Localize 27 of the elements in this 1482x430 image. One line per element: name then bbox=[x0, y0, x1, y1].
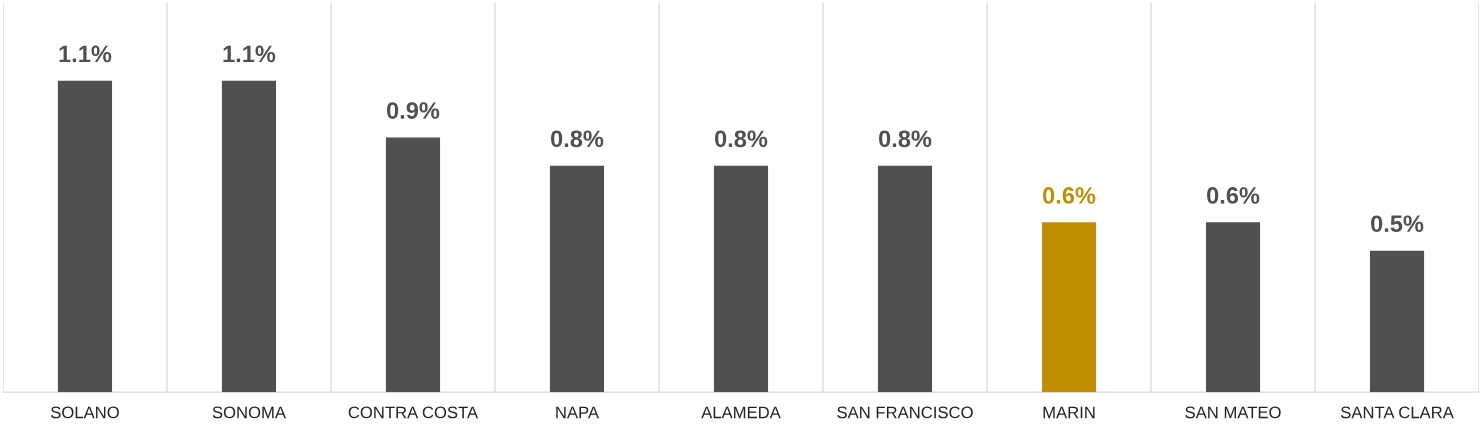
bar bbox=[221, 80, 277, 393]
data-label: 0.6% bbox=[1207, 187, 1260, 204]
x-tick-label: SAN FRANCISCO bbox=[837, 406, 973, 419]
bar bbox=[549, 165, 605, 393]
data-label: 0.6% bbox=[1043, 187, 1096, 204]
bar bbox=[1369, 250, 1425, 393]
x-tick-label: ALAMEDA bbox=[701, 406, 781, 419]
x-tick-label: CONTRA COSTA bbox=[348, 406, 479, 419]
bar bbox=[1205, 222, 1261, 393]
bar bbox=[385, 137, 441, 393]
data-label: 0.8% bbox=[879, 130, 932, 148]
bar bbox=[877, 165, 933, 393]
x-tick-label: SANTA CLARA bbox=[1340, 406, 1454, 419]
x-tick-label: MARIN bbox=[1043, 406, 1095, 419]
bar bbox=[57, 80, 113, 393]
x-tick-label: SONOMA bbox=[212, 406, 286, 419]
data-label: 0.8% bbox=[715, 130, 768, 148]
data-label: 1.1% bbox=[59, 45, 112, 63]
data-label: 0.9% bbox=[387, 102, 440, 119]
bar bbox=[1041, 222, 1097, 393]
x-tick-label: SAN MATEO bbox=[1185, 406, 1281, 419]
data-label: 0.5% bbox=[1371, 215, 1424, 233]
bar bbox=[713, 165, 769, 393]
data-label: 0.8% bbox=[551, 130, 604, 148]
x-tick-label: SOLANO bbox=[50, 406, 119, 419]
data-label: 1.1% bbox=[223, 45, 276, 63]
x-tick-label: NAPA bbox=[556, 406, 600, 419]
